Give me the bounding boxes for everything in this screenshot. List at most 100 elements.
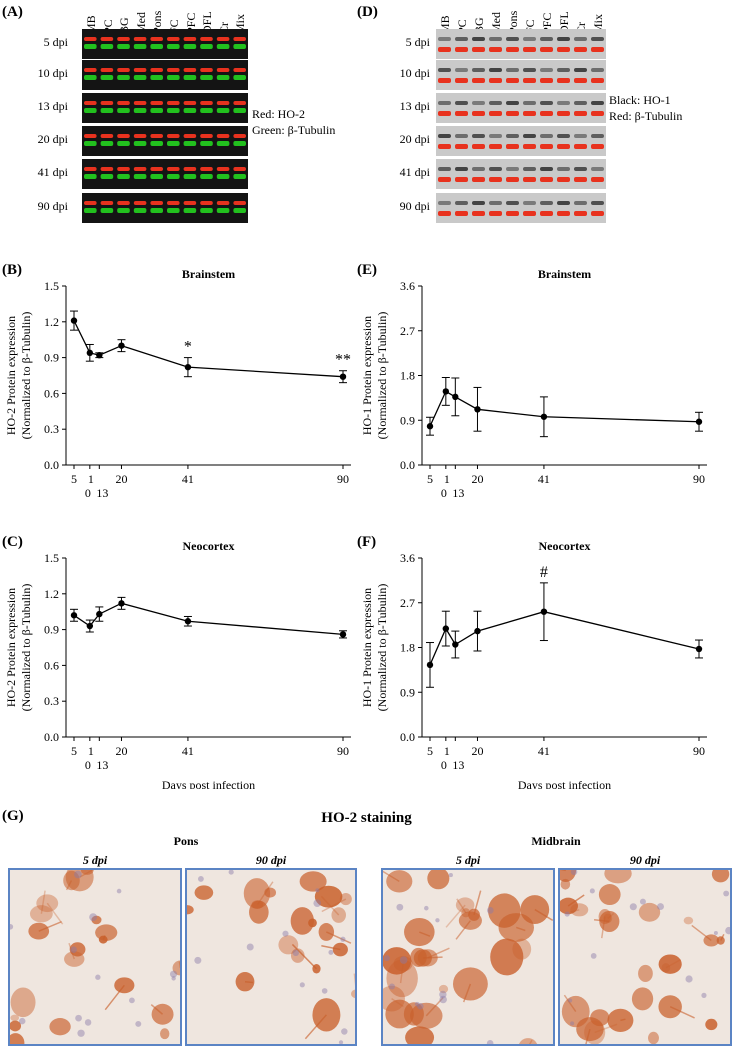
blot-band [523,111,536,116]
x-tick-label: 1 [88,472,94,486]
y-tick-label: 1.2 [44,587,59,601]
stained-cell [386,959,418,998]
blot-band [523,167,536,171]
cell-process [102,935,106,940]
blot-band [84,174,97,179]
blot-band [455,167,468,171]
nucleus [135,1020,142,1027]
stained-cell [604,870,632,884]
blot-band [200,44,213,49]
blot-band [100,201,114,205]
cell-process [150,1004,164,1015]
stained-cell [452,967,488,1001]
cell-process [419,931,431,937]
stained-cell [91,915,102,925]
stained-cell [560,878,571,890]
y-tick-label: 3.6 [400,279,415,293]
blot-band [455,144,468,149]
blot-band [472,167,485,171]
stained-cell [438,984,449,994]
blot-band [574,101,587,105]
blot-band [506,47,519,52]
cell-process [585,1028,591,1044]
row-label: 10 dpi [399,66,430,80]
staining-title: HO-2 staining [321,810,412,826]
blot-band [84,68,97,72]
blot-band [216,208,230,213]
blot-strip [436,126,606,156]
blot-band [216,134,230,138]
cell-process [46,902,64,925]
row-label: 20 dpi [399,132,430,146]
stained-cell [278,935,299,955]
blot-band [506,68,519,72]
x-tick-label: 90 [337,744,349,758]
blot-band [117,44,130,49]
stained-cell [716,936,725,945]
blot-band [183,75,197,80]
y-axis-label: HO-1 Protein expression(Normalized to β-… [360,312,389,440]
blot-band [489,134,502,138]
legend-red-tubulin: Red: β-Tubulin [609,109,683,123]
nucleus [590,953,597,959]
panel-label-f: (F) [357,534,377,550]
blot-band [523,78,536,83]
panel-label-b: (B) [2,262,22,278]
nucleus [448,873,453,878]
nucleus [417,1002,424,1010]
blot-band [167,75,180,80]
stained-cell [658,995,682,1019]
blot-band [100,134,114,138]
stained-cell [194,885,214,900]
blot-band [523,37,536,41]
blot-band [489,47,502,52]
blot-band [438,101,451,105]
blot-band [489,167,502,171]
blot-band [150,44,163,49]
blot-strip [82,126,248,156]
blot-band [591,144,604,149]
blot-band [489,78,502,83]
stained-cell [570,903,589,917]
stained-cell [711,870,730,883]
cell-process [65,880,73,891]
blot-band [455,68,468,72]
blot-band [472,111,485,116]
x-tick-label: 0 [85,758,91,772]
stained-cell [599,910,620,932]
blot-strip [436,159,606,189]
blot-band [523,211,536,216]
blot-band [540,134,553,138]
blot-band [233,101,246,105]
blot-band [574,37,587,41]
legend-red-ho2: Red: HO-2 [252,107,305,121]
stained-cell [427,870,450,890]
blot-band [133,101,147,105]
row-label: 10 dpi [37,66,68,80]
data-point [452,641,459,648]
blot-band [117,141,130,146]
blot-band [133,208,147,213]
nucleus [315,888,320,893]
blot-band [150,167,163,171]
x-tick-label: 41 [182,744,194,758]
data-point [540,608,548,615]
blot-band [557,177,570,182]
stained-cell [638,902,661,922]
blot-band [117,167,130,171]
legend-black-ho1: Black: HO-1 [609,93,671,107]
blot-band [591,111,604,116]
cell-process [534,908,553,922]
nucleus [313,899,322,907]
blot-band [557,68,570,72]
blot-band [200,75,213,80]
x-tick-label: 13 [452,758,464,772]
blot-band [438,68,451,72]
nucleus [685,975,693,983]
stained-cell [331,907,346,923]
nucleus [570,1021,575,1026]
blot-band [506,134,519,138]
stained-cell [519,1038,538,1044]
nucleus [589,888,595,894]
blot-band [540,211,553,216]
